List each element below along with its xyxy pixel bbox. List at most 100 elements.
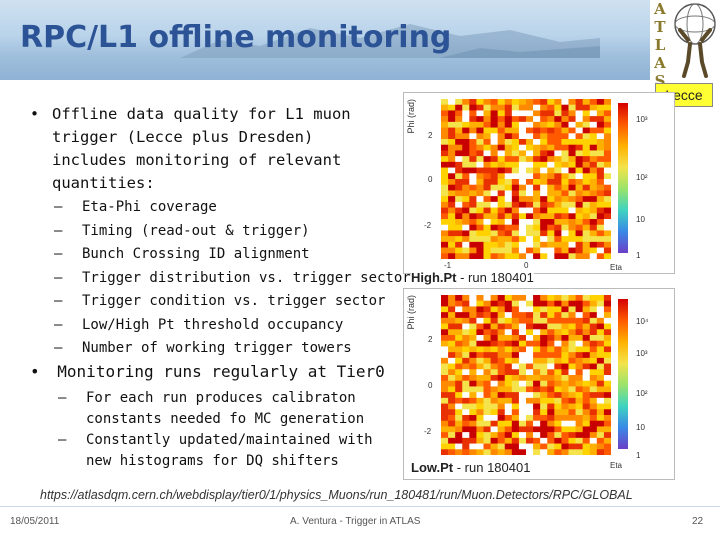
heatmap-cell bbox=[455, 179, 463, 186]
list-item: – Trigger distribution vs. trigger sector bbox=[54, 269, 411, 286]
heatmap-cell bbox=[511, 369, 520, 376]
heatmap-cell bbox=[490, 397, 498, 404]
heatmap-cell bbox=[511, 306, 520, 313]
heatmap-cell bbox=[490, 346, 498, 353]
heatmap-cell bbox=[441, 317, 449, 324]
heatmap-cell bbox=[483, 201, 491, 208]
heatmap-cell bbox=[603, 386, 611, 393]
heatmap-cell bbox=[469, 207, 477, 214]
heatmap-cell bbox=[596, 150, 605, 157]
heatmap-cell bbox=[533, 340, 541, 347]
heatmap-cell bbox=[526, 449, 534, 455]
heatmap-cell bbox=[603, 392, 611, 399]
heatmap-cell bbox=[504, 241, 513, 248]
heatmap-cell bbox=[441, 207, 449, 214]
heatmap-cell bbox=[582, 409, 591, 416]
heatmap-cell bbox=[483, 432, 491, 439]
heatmap-cell bbox=[547, 156, 555, 163]
heatmap-cell bbox=[575, 357, 583, 364]
heatmap-cell bbox=[526, 437, 534, 444]
heatmap-cell bbox=[476, 346, 484, 353]
heatmap-cell bbox=[540, 449, 548, 455]
heatmap-cell bbox=[504, 196, 513, 203]
heatmap-cell bbox=[582, 104, 591, 111]
heatmap-cell bbox=[561, 363, 569, 370]
heatmap-cell bbox=[554, 397, 562, 404]
heatmap-cell bbox=[568, 312, 576, 319]
heatmap-cell bbox=[526, 241, 534, 248]
heatmap-cell bbox=[455, 139, 463, 146]
heatmap-cell bbox=[533, 241, 541, 248]
heatmap-cell bbox=[547, 403, 555, 410]
heatmap-cell bbox=[462, 110, 470, 117]
heatmap-cell bbox=[497, 369, 506, 376]
heatmap-cell bbox=[462, 352, 470, 359]
heatmap-cell bbox=[533, 213, 541, 220]
heatmap-cell bbox=[490, 415, 498, 422]
heatmap-cell bbox=[540, 156, 548, 163]
heatmap-cell bbox=[603, 397, 611, 404]
heatmap-cell bbox=[596, 397, 605, 404]
heatmap-cell bbox=[582, 150, 591, 157]
y-tick: -2 bbox=[424, 221, 432, 230]
heatmap-cell bbox=[589, 300, 598, 307]
heatmap-cell bbox=[462, 224, 470, 231]
heatmap-cell bbox=[533, 121, 541, 128]
slide-header: RPC/L1 offline monitoring bbox=[0, 0, 720, 80]
heatmap-cell bbox=[497, 300, 506, 307]
heatmap-cell bbox=[483, 167, 491, 174]
heatmap-cell bbox=[518, 236, 527, 243]
heatmap-cell bbox=[603, 230, 611, 237]
heatmap-cell bbox=[476, 300, 484, 307]
heatmap-cell bbox=[561, 415, 569, 422]
heatmap-cell bbox=[603, 179, 611, 186]
heatmap-cell bbox=[490, 213, 498, 220]
heatmap-cell bbox=[504, 116, 513, 123]
heatmap-cell bbox=[533, 329, 541, 336]
heatmap-cell bbox=[540, 116, 548, 123]
heatmap-cell bbox=[476, 144, 484, 151]
heatmap-cell bbox=[568, 380, 576, 387]
heatmap-cell bbox=[511, 329, 520, 336]
heatmap-cell bbox=[526, 253, 534, 259]
heatmap-cell bbox=[596, 300, 605, 307]
heatmap-cell bbox=[455, 184, 463, 191]
heatmap-cell bbox=[561, 432, 569, 439]
color-scale-bar bbox=[618, 299, 628, 449]
heatmap-cell bbox=[589, 369, 598, 376]
heatmap-cell bbox=[533, 207, 541, 214]
heatmap-cell bbox=[518, 386, 527, 393]
heatmap-cell bbox=[490, 323, 498, 330]
heatmap-cell bbox=[441, 224, 449, 231]
heatmap-cell bbox=[455, 306, 463, 313]
heatmap-cell bbox=[483, 392, 491, 399]
heatmap-cell bbox=[582, 247, 591, 254]
heatmap-cell bbox=[504, 409, 513, 416]
heatmap-cell bbox=[455, 201, 463, 208]
heatmap-cell bbox=[511, 173, 520, 180]
heatmap-cell bbox=[561, 317, 569, 324]
heatmap-cell bbox=[561, 207, 569, 214]
heatmap-cell bbox=[518, 449, 527, 455]
heatmap-cell bbox=[540, 236, 548, 243]
heatmap-cell bbox=[511, 386, 520, 393]
heatmap-cell bbox=[490, 443, 498, 450]
heatmap-cell bbox=[526, 420, 534, 427]
heatmap-cell bbox=[568, 116, 576, 123]
heatmap-cell bbox=[518, 196, 527, 203]
heatmap-cell bbox=[476, 415, 484, 422]
heatmap-cell bbox=[490, 161, 498, 168]
heatmap-cell bbox=[441, 352, 449, 359]
heatmap-cell bbox=[547, 415, 555, 422]
heatmap-cell bbox=[476, 121, 484, 128]
heatmap-cell bbox=[497, 437, 506, 444]
heatmap-cell bbox=[533, 449, 541, 455]
heatmap-cell bbox=[490, 312, 498, 319]
heatmap-cell bbox=[441, 156, 449, 163]
heatmap-cell bbox=[462, 236, 470, 243]
heatmap-cell bbox=[575, 386, 583, 393]
heatmap-cell bbox=[561, 397, 569, 404]
heatmap-cell bbox=[582, 179, 591, 186]
list-item: – Number of working trigger towers bbox=[54, 340, 352, 356]
heatmap-cell bbox=[547, 329, 555, 336]
